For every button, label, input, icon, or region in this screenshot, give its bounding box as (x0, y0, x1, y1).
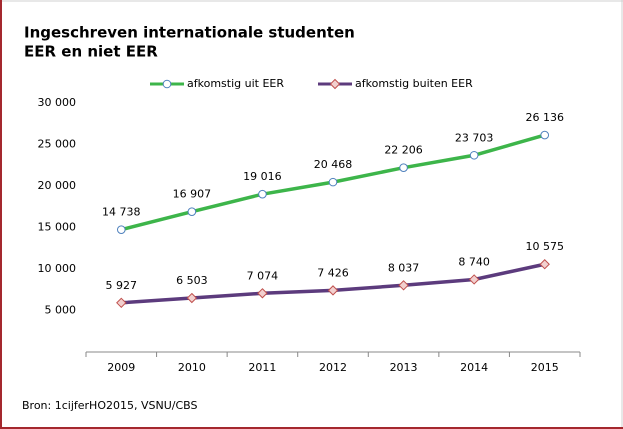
data-label: 10 575 (525, 240, 564, 253)
point (116, 225, 126, 234)
point (539, 259, 550, 270)
source: Bron: 1cijferHO2015, VSNU/CBS (22, 399, 197, 412)
point (187, 207, 197, 216)
point (186, 292, 198, 304)
y-tick-label: 25 000 (38, 138, 77, 151)
legend-label: afkomstig uit EER (187, 77, 284, 90)
data-label: 20 468 (314, 158, 353, 171)
data-label: 6 503 (176, 274, 208, 287)
data-label: 19 016 (243, 170, 282, 183)
data-label: 7 426 (317, 266, 349, 279)
data-label: 14 738 (102, 206, 141, 219)
point (540, 130, 550, 140)
legend-label: afkomstig buiten EER (355, 77, 473, 90)
y-tick-label: 30 000 (38, 96, 77, 109)
x-tick-label: 2011 (248, 361, 276, 374)
legend-marker (162, 79, 172, 89)
point (116, 297, 127, 309)
y-tick-label: 5 000 (45, 304, 77, 317)
data-label: 8 740 (458, 255, 490, 268)
x-tick-label: 2010 (178, 361, 206, 374)
data-label: 16 907 (173, 188, 212, 201)
x-tick-label: 2009 (107, 361, 135, 374)
chart-title: Ingeschreven internationale studenten (24, 24, 355, 42)
point (469, 150, 479, 160)
y-tick-label: 10 000 (38, 262, 77, 275)
point (328, 177, 338, 187)
point (399, 163, 408, 172)
data-label: 5 927 (106, 279, 138, 292)
y-tick-label: 20 000 (38, 179, 77, 192)
data-label: 23 703 (455, 131, 494, 144)
point (258, 189, 267, 199)
x-tick-label: 2014 (460, 361, 488, 374)
x-tick-label: 2015 (531, 361, 559, 374)
y-tick-label: 15 000 (38, 221, 77, 234)
x-tick-label: 2013 (390, 361, 418, 374)
chart-subtitle: EER en niet EER (24, 43, 158, 61)
legend-marker (329, 78, 341, 90)
point (398, 280, 409, 291)
x-tick-label: 2012 (319, 361, 347, 374)
data-label: 26 136 (525, 111, 564, 124)
data-label: 22 206 (384, 144, 423, 157)
data-label: 7 074 (247, 269, 279, 282)
point (468, 274, 480, 285)
data-label: 8 037 (388, 261, 420, 274)
point (257, 288, 268, 299)
point (327, 285, 339, 296)
